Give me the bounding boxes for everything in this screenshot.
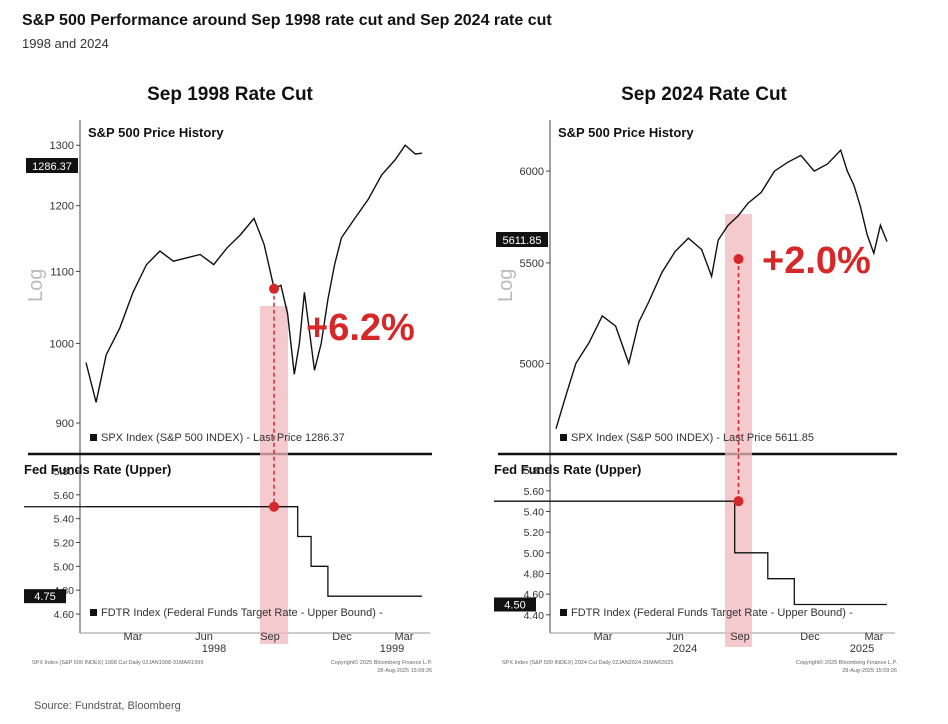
rate-tick-label-1998-2: 5.00 bbox=[54, 561, 75, 573]
price-tick-label-2024-2: 6000 bbox=[520, 166, 544, 178]
last-price-tag-2024: 5611.85 bbox=[503, 235, 542, 247]
price-tick-label-2024-1: 5500 bbox=[520, 258, 544, 270]
rate-tick-label-1998-6: 5.80 bbox=[54, 466, 75, 478]
rate-tick-label-2024-5: 5.40 bbox=[524, 507, 545, 519]
x-year-label-2024-1: 2025 bbox=[850, 643, 874, 655]
panel-title-2024: Sep 2024 Rate Cut bbox=[621, 84, 787, 105]
last-rate-tag-1998: 4.75 bbox=[34, 591, 55, 603]
price-panel-title-2024: S&P 500 Price History bbox=[558, 125, 694, 140]
x-tick-label-2024-0: Mar bbox=[594, 631, 613, 643]
x-tick-label-1998-1: Jun bbox=[195, 631, 213, 643]
figure-subtitle: 1998 and 2024 bbox=[22, 36, 109, 51]
rate-tick-label-2024-7: 5.80 bbox=[524, 465, 545, 477]
cut-price-marker-1998 bbox=[269, 283, 279, 294]
price-legend-2024: SPX Index (S&P 500 INDEX) - Last Price 5… bbox=[571, 432, 814, 444]
rate-tick-label-1998-5: 5.60 bbox=[54, 490, 75, 502]
x-tick-label-2024-3: Dec bbox=[800, 631, 820, 643]
price-tick-label-1998-3: 1200 bbox=[50, 201, 74, 213]
x-year-label-1998-0: 1998 bbox=[202, 643, 226, 655]
sp500-price-line-2024 bbox=[555, 148, 888, 429]
y-axis-label-1998: Log bbox=[25, 269, 47, 302]
rate-legend-swatch-2024 bbox=[560, 609, 567, 616]
price-tick-label-2024-0: 5000 bbox=[520, 358, 544, 370]
rate-tick-label-2024-3: 5.00 bbox=[524, 548, 545, 560]
fed-funds-rate-line-1998 bbox=[86, 506, 422, 597]
performance-annotation-1998: +6.2% bbox=[306, 307, 415, 349]
rate-tick-label-2024-0: 4.40 bbox=[524, 610, 545, 622]
rate-tick-label-2024-6: 5.60 bbox=[524, 486, 545, 498]
price-tick-label-1998-4: 1300 bbox=[50, 140, 74, 152]
price-tick-label-1998-2: 1100 bbox=[50, 266, 74, 278]
x-year-label-1998-1: 1999 bbox=[380, 643, 404, 655]
x-tick-label-2024-2: Sep bbox=[730, 631, 750, 643]
x-tick-label-1998-3: Dec bbox=[332, 631, 352, 643]
fed-funds-rate-line-2024 bbox=[556, 500, 887, 606]
rate-tick-label-1998-4: 5.40 bbox=[54, 514, 75, 526]
last-price-tag-1998: 1286.37 bbox=[32, 161, 72, 173]
last-rate-tag-bg-2024 bbox=[494, 597, 536, 612]
rate-legend-swatch-1998 bbox=[90, 609, 97, 616]
last-price-tag-bg-1998 bbox=[26, 158, 78, 173]
panel-title-1998: Sep 1998 Rate Cut bbox=[147, 84, 313, 105]
x-tick-label-1998-2: Sep bbox=[260, 631, 280, 643]
price-legend-1998: SPX Index (S&P 500 INDEX) - Last Price 1… bbox=[101, 432, 345, 444]
rate-panel-title-2024: Fed Funds Rate (Upper) bbox=[494, 462, 641, 477]
rate-legend-1998: FDTR Index (Federal Funds Target Rate - … bbox=[101, 607, 383, 619]
x-year-label-2024-0: 2024 bbox=[673, 643, 697, 655]
footer-left-1998: SPX Index (S&P 500 INDEX) 1998 Cut Daily… bbox=[32, 660, 203, 666]
y-axis-label-2024: Log bbox=[495, 269, 517, 302]
rate-tick-label-1998-0: 4.60 bbox=[54, 609, 75, 621]
footer-right-2-2024: 28-Aug-2025 15:09:26 bbox=[842, 668, 897, 674]
price-panel-title-1998: S&P 500 Price History bbox=[88, 125, 224, 140]
sp500-price-line-1998 bbox=[85, 144, 423, 403]
figure-title: S&P 500 Performance around Sep 1998 rate… bbox=[22, 12, 552, 29]
x-tick-label-1998-0: Mar bbox=[124, 631, 143, 643]
last-price-tag-bg-2024 bbox=[496, 232, 548, 247]
cut-rate-marker-2024 bbox=[733, 496, 744, 507]
performance-annotation-2024: +2.0% bbox=[762, 240, 871, 282]
last-rate-tag-bg-1998 bbox=[24, 589, 66, 604]
x-tick-label-2024-4: Mar bbox=[865, 631, 884, 643]
last-rate-tag-2024: 4.50 bbox=[504, 600, 525, 612]
rate-panel-title-1998: Fed Funds Rate (Upper) bbox=[24, 462, 171, 477]
rate-cut-highlight-band-1998 bbox=[260, 306, 288, 644]
price-legend-swatch-1998 bbox=[90, 434, 97, 441]
footer-right-1-1998: Copyright© 2025 Bloomberg Finance L.P. bbox=[331, 659, 433, 666]
footer-left-2024: SPX Index (S&P 500 INDEX) 2024 Cut Daily… bbox=[502, 660, 673, 666]
rate-tick-label-1998-3: 5.20 bbox=[54, 538, 75, 550]
rate-tick-label-2024-2: 4.80 bbox=[524, 569, 545, 581]
rate-legend-2024: FDTR Index (Federal Funds Target Rate - … bbox=[571, 607, 853, 619]
price-tick-label-1998-0: 900 bbox=[56, 418, 74, 430]
cut-price-marker-2024 bbox=[733, 254, 744, 265]
cut-rate-marker-1998 bbox=[269, 501, 279, 512]
source-note: Source: Fundstrat, Bloomberg bbox=[34, 700, 181, 712]
rate-tick-label-2024-4: 5.20 bbox=[524, 527, 545, 539]
price-tick-label-1998-1: 1000 bbox=[50, 338, 74, 350]
x-tick-label-1998-4: Mar bbox=[395, 631, 414, 643]
footer-right-1-2024: Copyright© 2025 Bloomberg Finance L.P. bbox=[796, 659, 898, 666]
x-tick-label-2024-1: Jun bbox=[666, 631, 684, 643]
footer-right-2-1998: 28-Aug-2025 15:09:26 bbox=[377, 668, 432, 674]
price-legend-swatch-2024 bbox=[560, 434, 567, 441]
